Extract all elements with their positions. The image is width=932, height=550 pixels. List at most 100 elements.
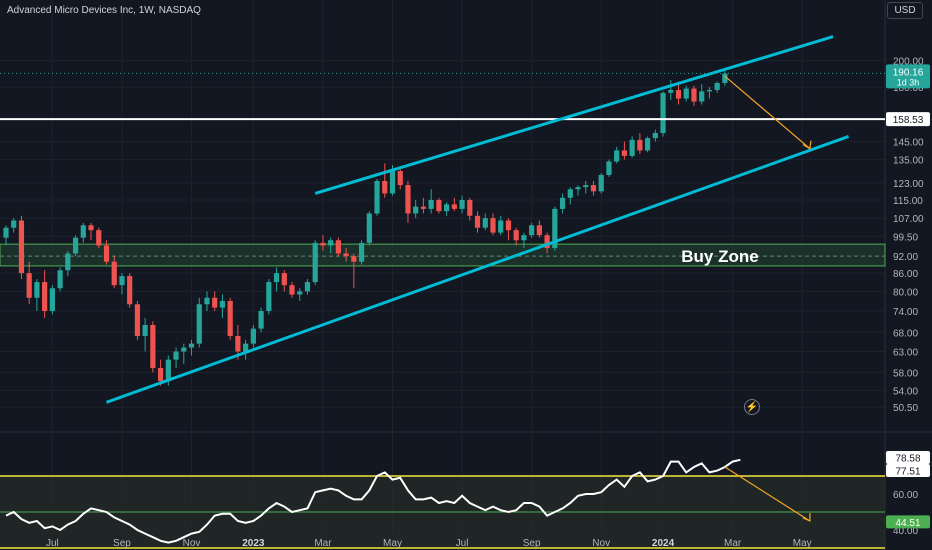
candle-body [722, 73, 728, 83]
candle-body [590, 185, 597, 192]
rsi-value-badge [886, 451, 930, 465]
currency-button[interactable]: USD [887, 2, 923, 19]
time-axis[interactable]: Jul Sep Nov 2023 Mar May Jul Sep Nov 2024 Mar May [46, 538, 812, 549]
rsi-value-badge [886, 515, 930, 529]
candle-body [343, 253, 349, 257]
candle-body [328, 240, 334, 246]
candle-body [11, 220, 17, 228]
price-axis[interactable]: 200.00 180.00 145.00 135.00 123.00 115.00 107.… [893, 57, 924, 537]
price-tick-label: 92.00 [893, 252, 918, 263]
candle-body [498, 220, 504, 233]
candle-body [637, 139, 643, 151]
price-tick-label: 68.00 [893, 328, 918, 339]
lightning-icon[interactable]: ⚡ [744, 399, 760, 415]
rsi-value-label: 77.51 [895, 466, 920, 477]
candle-body [621, 150, 627, 156]
candle-body [173, 351, 179, 360]
support-price-value: 158.53 [893, 115, 924, 126]
candle-body [119, 276, 125, 286]
candle-body [96, 230, 102, 246]
price-tick-label: 200.00 [893, 57, 924, 68]
time-tick-label: 2024 [652, 538, 675, 549]
rsi-projection-arrow [724, 466, 811, 522]
candle-body [49, 288, 55, 311]
candle-body [366, 213, 372, 243]
price-tick-label: 54.00 [893, 386, 918, 397]
candle-body [374, 180, 380, 214]
candle-body [188, 343, 195, 348]
rsi-projection-arrowhead [802, 513, 811, 522]
candle-body [552, 208, 558, 249]
candle-body [57, 270, 63, 289]
candle-body [668, 89, 674, 93]
time-tick-label: Mar [314, 538, 332, 549]
time-tick-label: Sep [113, 538, 131, 549]
candle-body [614, 150, 620, 162]
candle-body [258, 310, 264, 329]
candle-body [660, 92, 666, 134]
candle-body [227, 300, 233, 337]
candle-body [714, 82, 720, 90]
projection-arrowhead [802, 140, 812, 150]
candle-body [312, 242, 318, 283]
price-tick-label: 135.00 [893, 156, 924, 167]
time-tick-label: Nov [183, 538, 201, 549]
candle-body [358, 242, 365, 262]
candle-body [397, 171, 403, 186]
projection-arrow [724, 75, 811, 150]
symbol-title: Advanced Micro Devices Inc, 1W, NASDAQ [7, 5, 201, 16]
candle-body [451, 204, 457, 209]
candle-body [382, 180, 388, 194]
candle-body [413, 206, 419, 214]
candle-body [289, 285, 295, 295]
price-tick-label: 74.00 [893, 307, 918, 318]
candle-body [335, 240, 341, 254]
candle-body [235, 336, 241, 352]
candle-body [304, 282, 311, 292]
candle-body [606, 161, 612, 175]
candle-body [266, 282, 272, 311]
candle-body [567, 189, 573, 198]
candle-body [644, 138, 651, 151]
candle-body [196, 304, 202, 344]
rsi-pane [0, 458, 885, 549]
price-tick-label: 99.50 [893, 232, 918, 243]
candle-body [467, 199, 473, 216]
candle-body [691, 88, 697, 102]
time-tick-label: 2023 [242, 538, 265, 549]
candle-body [521, 235, 527, 241]
buy-zone-rect [0, 243, 886, 267]
candle-body [420, 206, 427, 209]
candle-body [320, 242, 326, 246]
candle-body [428, 199, 434, 209]
candle-body [165, 359, 171, 382]
candle-body [675, 89, 682, 99]
price-tick-label: 86.00 [893, 269, 918, 280]
candle-body [529, 225, 535, 236]
buy-zone: Buy Zone [0, 243, 886, 267]
candle-body [158, 368, 164, 382]
candle-body [65, 253, 71, 271]
candle-body [444, 204, 450, 212]
candle-body [88, 225, 94, 231]
price-tick-label: 145.00 [893, 138, 924, 149]
candle-body [212, 297, 218, 308]
rsi-value-label: 44.51 [895, 518, 920, 529]
candle-body [103, 245, 110, 262]
candle-body [490, 218, 496, 233]
candle-body [80, 225, 86, 238]
buy-zone-label: Buy Zone [681, 247, 758, 266]
price-tick-label: 123.00 [893, 179, 924, 190]
candle-body [652, 133, 658, 139]
last-price-value: 190.16 [893, 67, 924, 78]
candle-body [3, 227, 9, 238]
support-price-badge [886, 112, 930, 127]
rsi-tick-label: 40.00 [893, 526, 918, 537]
candle-body [505, 220, 512, 231]
candle-body [683, 88, 689, 99]
price-tick-label: 80.00 [893, 287, 918, 298]
candle-body [389, 171, 396, 194]
rsi-value-label: 78.58 [895, 454, 920, 465]
